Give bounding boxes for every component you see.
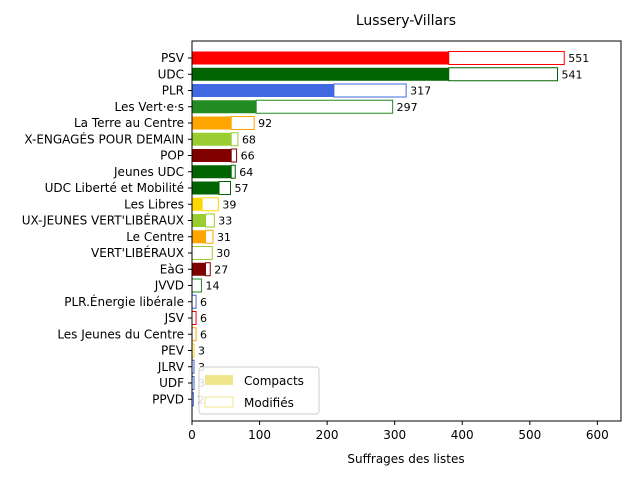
data-label: 30 [216,247,230,260]
legend-label-compacts: Compacts [244,374,304,388]
y-tick-label: JLRV [157,360,185,374]
legend-swatch-compacts [205,375,233,385]
data-label: 31 [217,231,231,244]
bar-compacts [192,51,449,65]
bar-modifies [201,197,219,212]
bar-compacts [192,149,232,162]
bar-modifies [230,164,236,179]
data-label: 64 [239,166,253,179]
bar-compacts [192,214,206,227]
data-label: 6 [200,328,207,341]
data-label: 6 [200,296,207,309]
bar-modifies [218,181,232,195]
data-label: 66 [241,150,255,163]
bar-modifies [230,148,238,163]
data-label: 6 [200,312,207,325]
y-tick-label: UDF [159,376,184,390]
x-tick-label: 100 [248,428,271,442]
bar-modifies [205,229,214,244]
y-tick-label: EàG [160,262,184,276]
x-tick-label: 600 [586,428,609,442]
y-tick-label: UX-JEUNES VERT'LIBÉRAUX [22,213,184,228]
bar-compacts [192,181,220,195]
bar-modifies [205,213,215,228]
y-tick-label: La Terre au Centre [74,116,184,130]
y-tick-label: UDC Liberté et Mobilité [45,181,184,195]
bar-compacts [192,132,232,146]
y-tick-label: JVVD [154,279,184,293]
y-tick-label: PSV [161,51,185,65]
bar-compacts [192,230,206,244]
data-label: 551 [568,52,589,65]
y-tick-label: Les Vert·e·s [115,100,185,114]
bar-modifies [205,262,211,277]
bar-modifies [448,67,558,82]
bar-modifies [191,294,197,309]
legend-label-modifies: Modifiés [244,396,294,410]
plot-frame [191,40,622,422]
data-label: 92 [258,117,272,130]
y-tick-label: PPVD [152,392,184,406]
bar-modifies [230,116,255,130]
bar-compacts [192,197,203,211]
y-tick-label: POP [160,149,184,163]
y-tick-labels: PSV UDC PLR Les Vert·e·s La Terre au CentreX… [22,51,192,406]
y-tick-label: Jeunes UDC [113,165,184,179]
bar-modifies [191,327,197,342]
x-tick-label: 400 [451,428,474,442]
y-tick-label: X-ENGAGÉS POUR DEMAIN [24,131,184,146]
data-label: 297 [397,101,418,114]
data-label: 3 [198,345,205,358]
chart-title: Lussery-Villars [356,13,456,29]
data-label: 27 [214,263,228,276]
bar-modifies [448,51,565,65]
bar-compacts [192,262,206,276]
y-tick-label: Les Libres [124,197,184,211]
bar-compacts [192,67,449,81]
y-tick-label: JSV [164,311,185,325]
y-tick-label: PLR [162,84,184,98]
data-label: 57 [235,182,249,195]
data-label: 68 [242,133,256,146]
x-axis-label: Suffrages des listes [347,452,464,466]
data-label: 33 [218,215,232,228]
bar-compacts [192,165,232,179]
bar-modifies [255,99,394,114]
bar-compacts [192,84,334,97]
x-tick-label: 500 [518,428,541,442]
bars-group: 5515413172979268666457393331302714666333… [191,51,589,407]
data-label: 541 [561,68,582,81]
y-tick-label: UDC [158,67,184,81]
y-tick-label: PEV [161,344,185,358]
bar-modifies [333,83,407,98]
x-tick-label: 300 [383,428,406,442]
legend-swatch-modifies [204,396,234,408]
bar-modifies [191,311,197,325]
data-label: 14 [205,280,219,293]
y-tick-label: PLR.Énergie libérale [64,294,184,309]
x-tick-label: 0 [188,428,196,442]
data-label: 317 [410,85,431,98]
bar-modifies [191,278,202,293]
data-label: 39 [222,198,236,211]
y-tick-label: VERT'LIBÉRAUX [91,245,184,260]
legend: Compacts Modifiés [198,366,320,415]
bar-compacts [192,100,257,114]
y-tick-label: Le Centre [126,230,184,244]
y-tick-label: Les Jeunes du Centre [57,327,184,341]
bar-compacts [192,116,232,130]
x-tick-label: 200 [316,428,339,442]
bar-modifies [230,132,239,147]
x-ticks: 0 100 200 300 400 500 600 [188,421,609,442]
bar-modifies [191,246,213,260]
